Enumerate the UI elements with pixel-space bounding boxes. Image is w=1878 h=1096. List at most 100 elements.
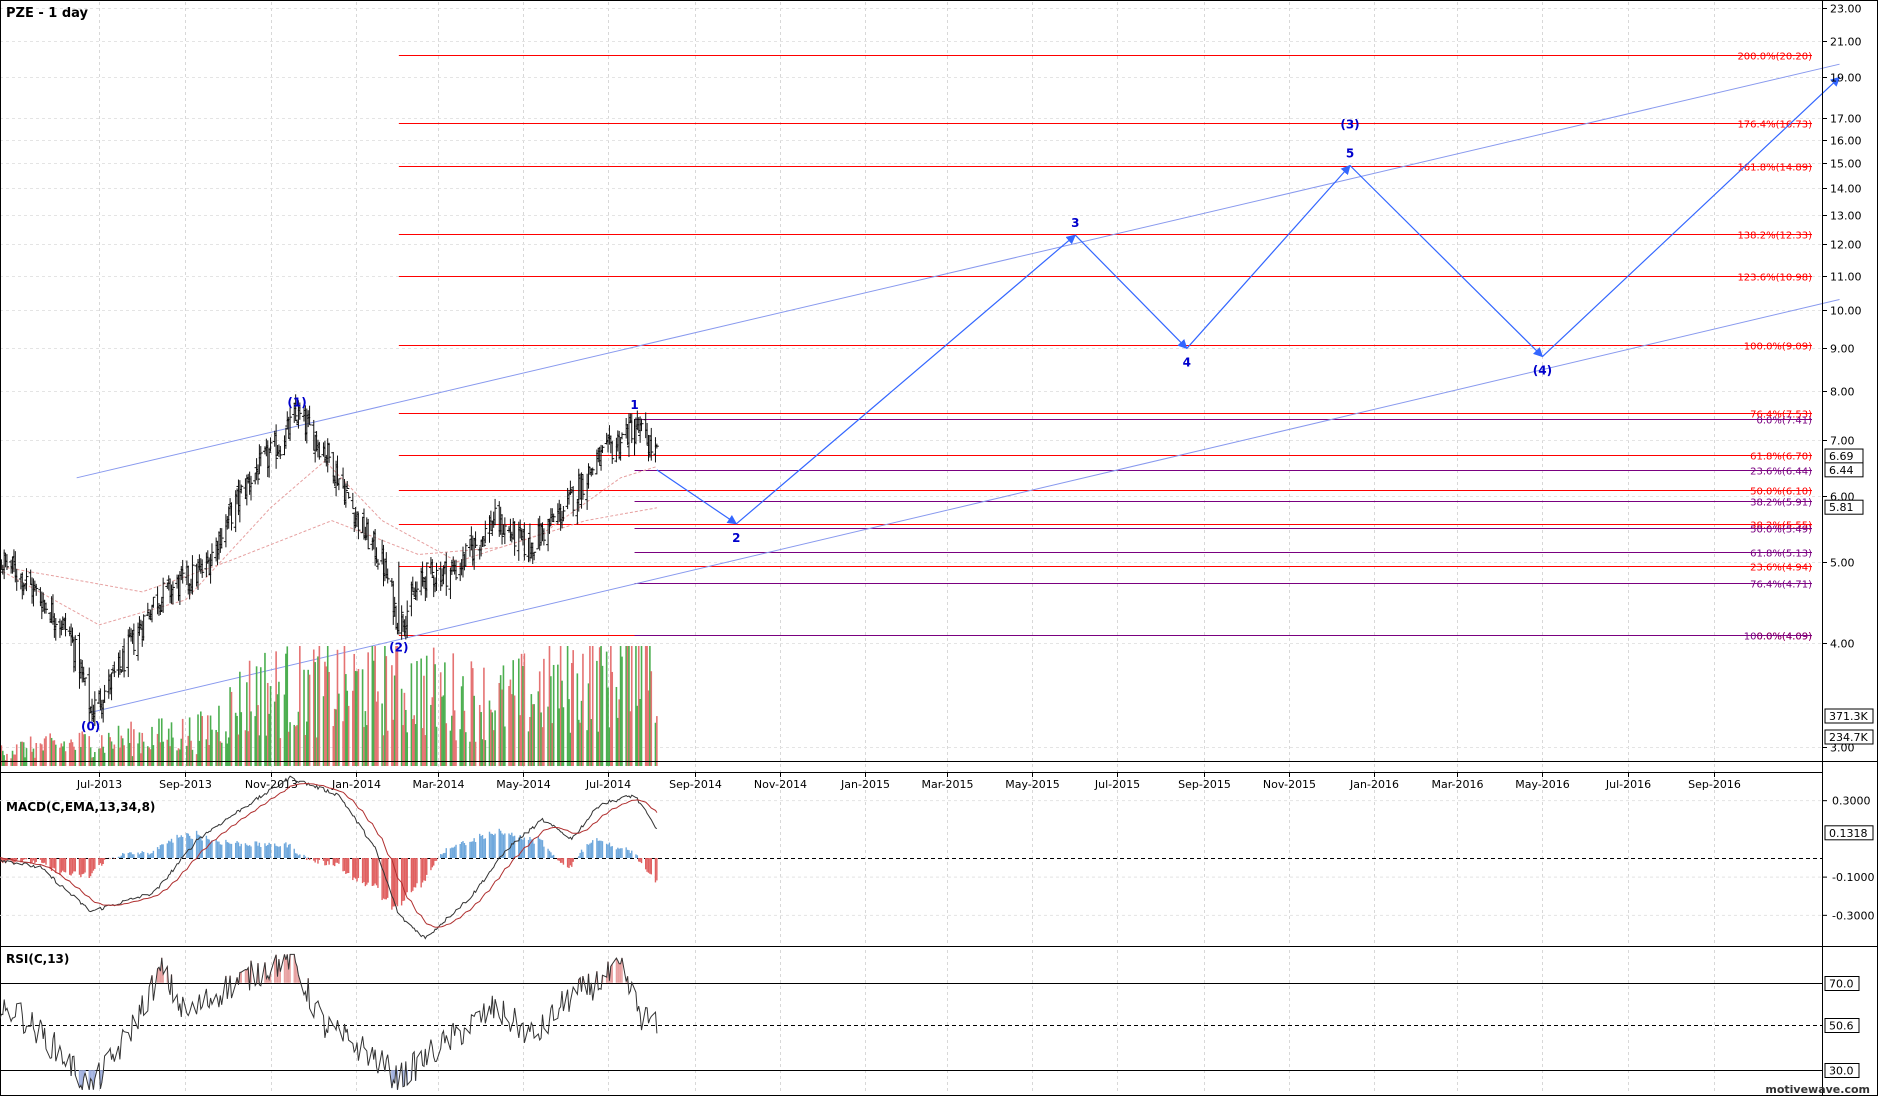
macd-histogram-bar <box>611 846 613 858</box>
macd-histogram-bar <box>502 834 505 858</box>
volume-bar <box>654 722 657 766</box>
macd-histogram-bar <box>435 858 438 861</box>
volume-bar <box>365 725 368 766</box>
macd-histogram-bar <box>501 833 503 858</box>
volume-bar <box>615 686 618 766</box>
x-tick-label: Mar-2016 <box>1431 778 1483 791</box>
macd-histogram-bar <box>345 858 347 875</box>
volume-bar <box>629 711 632 766</box>
macd-histogram-bar <box>264 843 266 858</box>
macd-histogram-bar <box>43 858 46 863</box>
macd-histogram-bar <box>112 857 114 858</box>
price-badge-text: 5.81 <box>1829 501 1854 514</box>
volume-bar <box>190 740 192 766</box>
macd-histogram-bar <box>444 852 446 858</box>
y-tick-label: 23.00 <box>1830 3 1862 16</box>
fib-purple-label: 76.4%(4.71) <box>1750 580 1812 591</box>
volume-bar <box>434 664 436 766</box>
volume-bar <box>590 719 593 766</box>
volume-bar <box>452 653 455 766</box>
volume-bar <box>99 748 102 766</box>
y-tick-label: 21.00 <box>1830 36 1862 49</box>
macd-histogram-bar <box>0 858 3 862</box>
volume-bar <box>336 649 339 766</box>
volume-bar <box>617 717 619 766</box>
macd-histogram-bar <box>299 854 301 858</box>
macd-histogram-bar <box>315 858 318 860</box>
macd-histogram-bar <box>177 837 180 858</box>
macd-histogram-bar <box>537 836 540 858</box>
wave-label: (0) <box>81 719 100 733</box>
volume-bar <box>357 668 360 766</box>
y-tick-label: 15.00 <box>1830 158 1862 171</box>
x-tick-label: Nov-2013 <box>245 778 298 791</box>
projection-segment <box>735 234 1076 525</box>
fib-red-label: 200.0%(20.20) <box>1737 52 1812 63</box>
volume-bar <box>268 713 270 766</box>
volume-badge-text: 371.3K <box>1829 710 1868 723</box>
macd-histogram-bar <box>308 858 311 861</box>
macd-histogram-bar <box>430 858 432 871</box>
wave-label: 5 <box>1346 147 1354 161</box>
volume-bar <box>377 691 379 766</box>
macd-histogram-bar <box>50 858 53 871</box>
macd-histogram-bar <box>169 841 171 858</box>
rsi-panel[interactable]: RSI(C,13) 70.0 50.6 30.0 <box>0 952 1860 1090</box>
volume-bar <box>425 655 428 766</box>
macd-histogram-bar <box>141 851 143 858</box>
macd-histogram-bar <box>363 858 365 882</box>
macd-histogram-bar <box>324 858 326 866</box>
macd-histogram-bar <box>209 841 212 858</box>
volume-bar <box>499 675 502 766</box>
macd-histogram-bar <box>610 846 612 858</box>
volume-bar <box>469 741 471 766</box>
macd-histogram-bar <box>598 840 601 858</box>
y-tick-label: 13.00 <box>1830 210 1862 223</box>
volume-bar <box>167 728 170 766</box>
volume-bar <box>147 746 149 766</box>
volume-bar <box>374 646 376 766</box>
macd-histogram-bar <box>102 858 104 864</box>
macd-histogram-bar <box>469 841 471 858</box>
macd-histogram-bar <box>403 858 406 901</box>
macd-histogram-bar <box>552 854 555 858</box>
macd-histogram-bar <box>207 838 209 858</box>
macd-histogram-bar <box>98 858 100 866</box>
macd-histogram-bar <box>406 858 408 893</box>
time-axis[interactable]: Jul-2013 Sep-2013 Nov-2013 Jan-2014 Mar-2014… <box>0 772 1822 791</box>
macd-histogram-bar <box>166 843 169 858</box>
macd-histogram-bar <box>82 858 85 874</box>
volume-bar <box>395 646 397 766</box>
wave-label: (3) <box>1340 118 1359 132</box>
macd-histogram-bar <box>269 844 272 858</box>
volume-bar <box>234 712 237 766</box>
volume-bar <box>314 662 316 766</box>
macd-histogram-bar <box>615 849 618 858</box>
macd-histogram-bar <box>346 858 348 874</box>
rsi-level-label: 70.0 <box>1829 978 1854 991</box>
volume-bar <box>557 664 559 766</box>
macd-histogram-bar <box>628 850 630 858</box>
volume-bar <box>259 667 262 766</box>
price-axis[interactable]: 23.00 21.00 19.00 17.00 16.00 15.00 14.00 13.00… <box>1822 3 1862 755</box>
macd-histogram-bar <box>587 844 590 858</box>
macd-histogram-bar <box>94 858 96 869</box>
macd-histogram-bar <box>198 835 201 858</box>
volume-bar <box>402 725 404 766</box>
volume-badge-box <box>1824 708 1874 724</box>
volume-bar <box>303 669 305 766</box>
macd-histogram-bar <box>374 858 376 884</box>
volume-bar <box>42 750 45 766</box>
wave-label: (1) <box>287 396 306 410</box>
wave-label: 1 <box>630 398 638 412</box>
y-tick-label: 8.00 <box>1830 386 1855 399</box>
macd-histogram-bar <box>219 844 222 858</box>
macd-histogram-bar <box>352 858 354 881</box>
macd-panel[interactable]: MACD(C,EMA,13,34,8) 0.3000 -0.1000 -0.3000… <box>0 775 1874 940</box>
macd-histogram-bar <box>20 858 22 863</box>
volume-bar <box>206 715 209 766</box>
volume-bar <box>649 646 651 766</box>
volume-bar <box>577 719 580 766</box>
macd-histogram-bar <box>307 857 309 858</box>
